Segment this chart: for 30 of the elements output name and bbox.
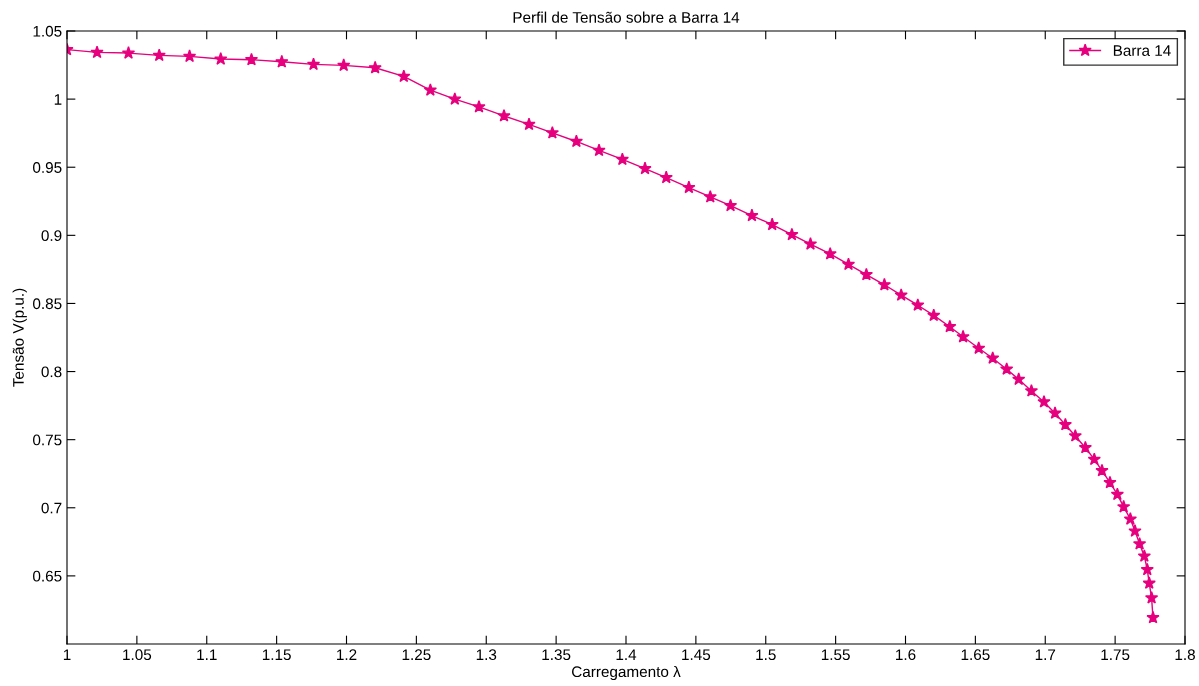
y-tick-label: 0.75 <box>33 434 62 446</box>
x-tick-label: 1.45 <box>682 649 711 661</box>
x-tick-label: 1.15 <box>262 649 291 661</box>
x-tick-label: 1.5 <box>756 649 776 661</box>
y-tick-label: 0.85 <box>33 298 62 310</box>
y-tick-label: 0.7 <box>41 502 62 514</box>
x-tick-label: 1.2 <box>337 649 357 660</box>
x-tick-label: 1.35 <box>542 649 571 661</box>
chart-title: Perfil de Tensão sobre a Barra 14 <box>513 11 740 23</box>
x-tick-label: 1.75 <box>1101 649 1130 661</box>
y-tick-label: 1 <box>54 94 62 105</box>
y-tick-label: 0.8 <box>41 366 62 378</box>
x-tick-label: 1.4 <box>616 649 637 660</box>
x-tick-label: 1.1 <box>197 649 217 660</box>
x-tick-label: 1.3 <box>476 649 497 661</box>
x-tick-label: 1.55 <box>821 649 850 661</box>
y-tick-label: 0.65 <box>33 570 62 582</box>
x-tick-label: 1.7 <box>1035 649 1056 660</box>
x-tick-label: 1.8 <box>1175 649 1195 661</box>
x-axis-title: Carregamento λ <box>572 665 681 681</box>
x-tick-label: 1 <box>63 649 71 660</box>
legend-label: Barra 14 <box>1113 45 1171 56</box>
x-tick-label: 1.05 <box>123 649 152 661</box>
x-tick-label: 1.65 <box>961 649 990 661</box>
y-tick-label: 1.05 <box>33 25 62 37</box>
y-axis-title: Tensão V(p.u.) <box>12 288 27 387</box>
y-tick-label: 0.9 <box>41 230 62 242</box>
y-tick-label: 0.95 <box>33 162 62 173</box>
x-tick-label: 1.25 <box>402 649 431 661</box>
x-tick-label: 1.6 <box>896 649 916 661</box>
